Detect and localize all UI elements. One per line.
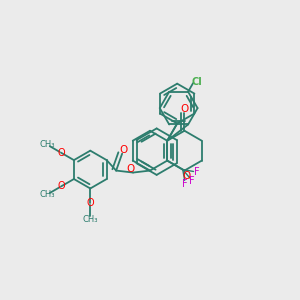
Text: F: F bbox=[182, 178, 188, 189]
Text: O: O bbox=[126, 164, 134, 174]
Text: O: O bbox=[57, 148, 65, 158]
Text: F: F bbox=[194, 167, 200, 177]
Text: CH₃: CH₃ bbox=[39, 190, 55, 199]
Text: O: O bbox=[181, 104, 189, 114]
Text: O: O bbox=[182, 171, 190, 181]
Text: Cl: Cl bbox=[192, 77, 203, 87]
Text: F: F bbox=[189, 176, 195, 185]
Text: O: O bbox=[86, 198, 94, 208]
Text: O: O bbox=[57, 182, 65, 191]
Text: CH₃: CH₃ bbox=[82, 215, 98, 224]
Text: O: O bbox=[119, 145, 127, 155]
Text: CH₃: CH₃ bbox=[39, 140, 55, 149]
